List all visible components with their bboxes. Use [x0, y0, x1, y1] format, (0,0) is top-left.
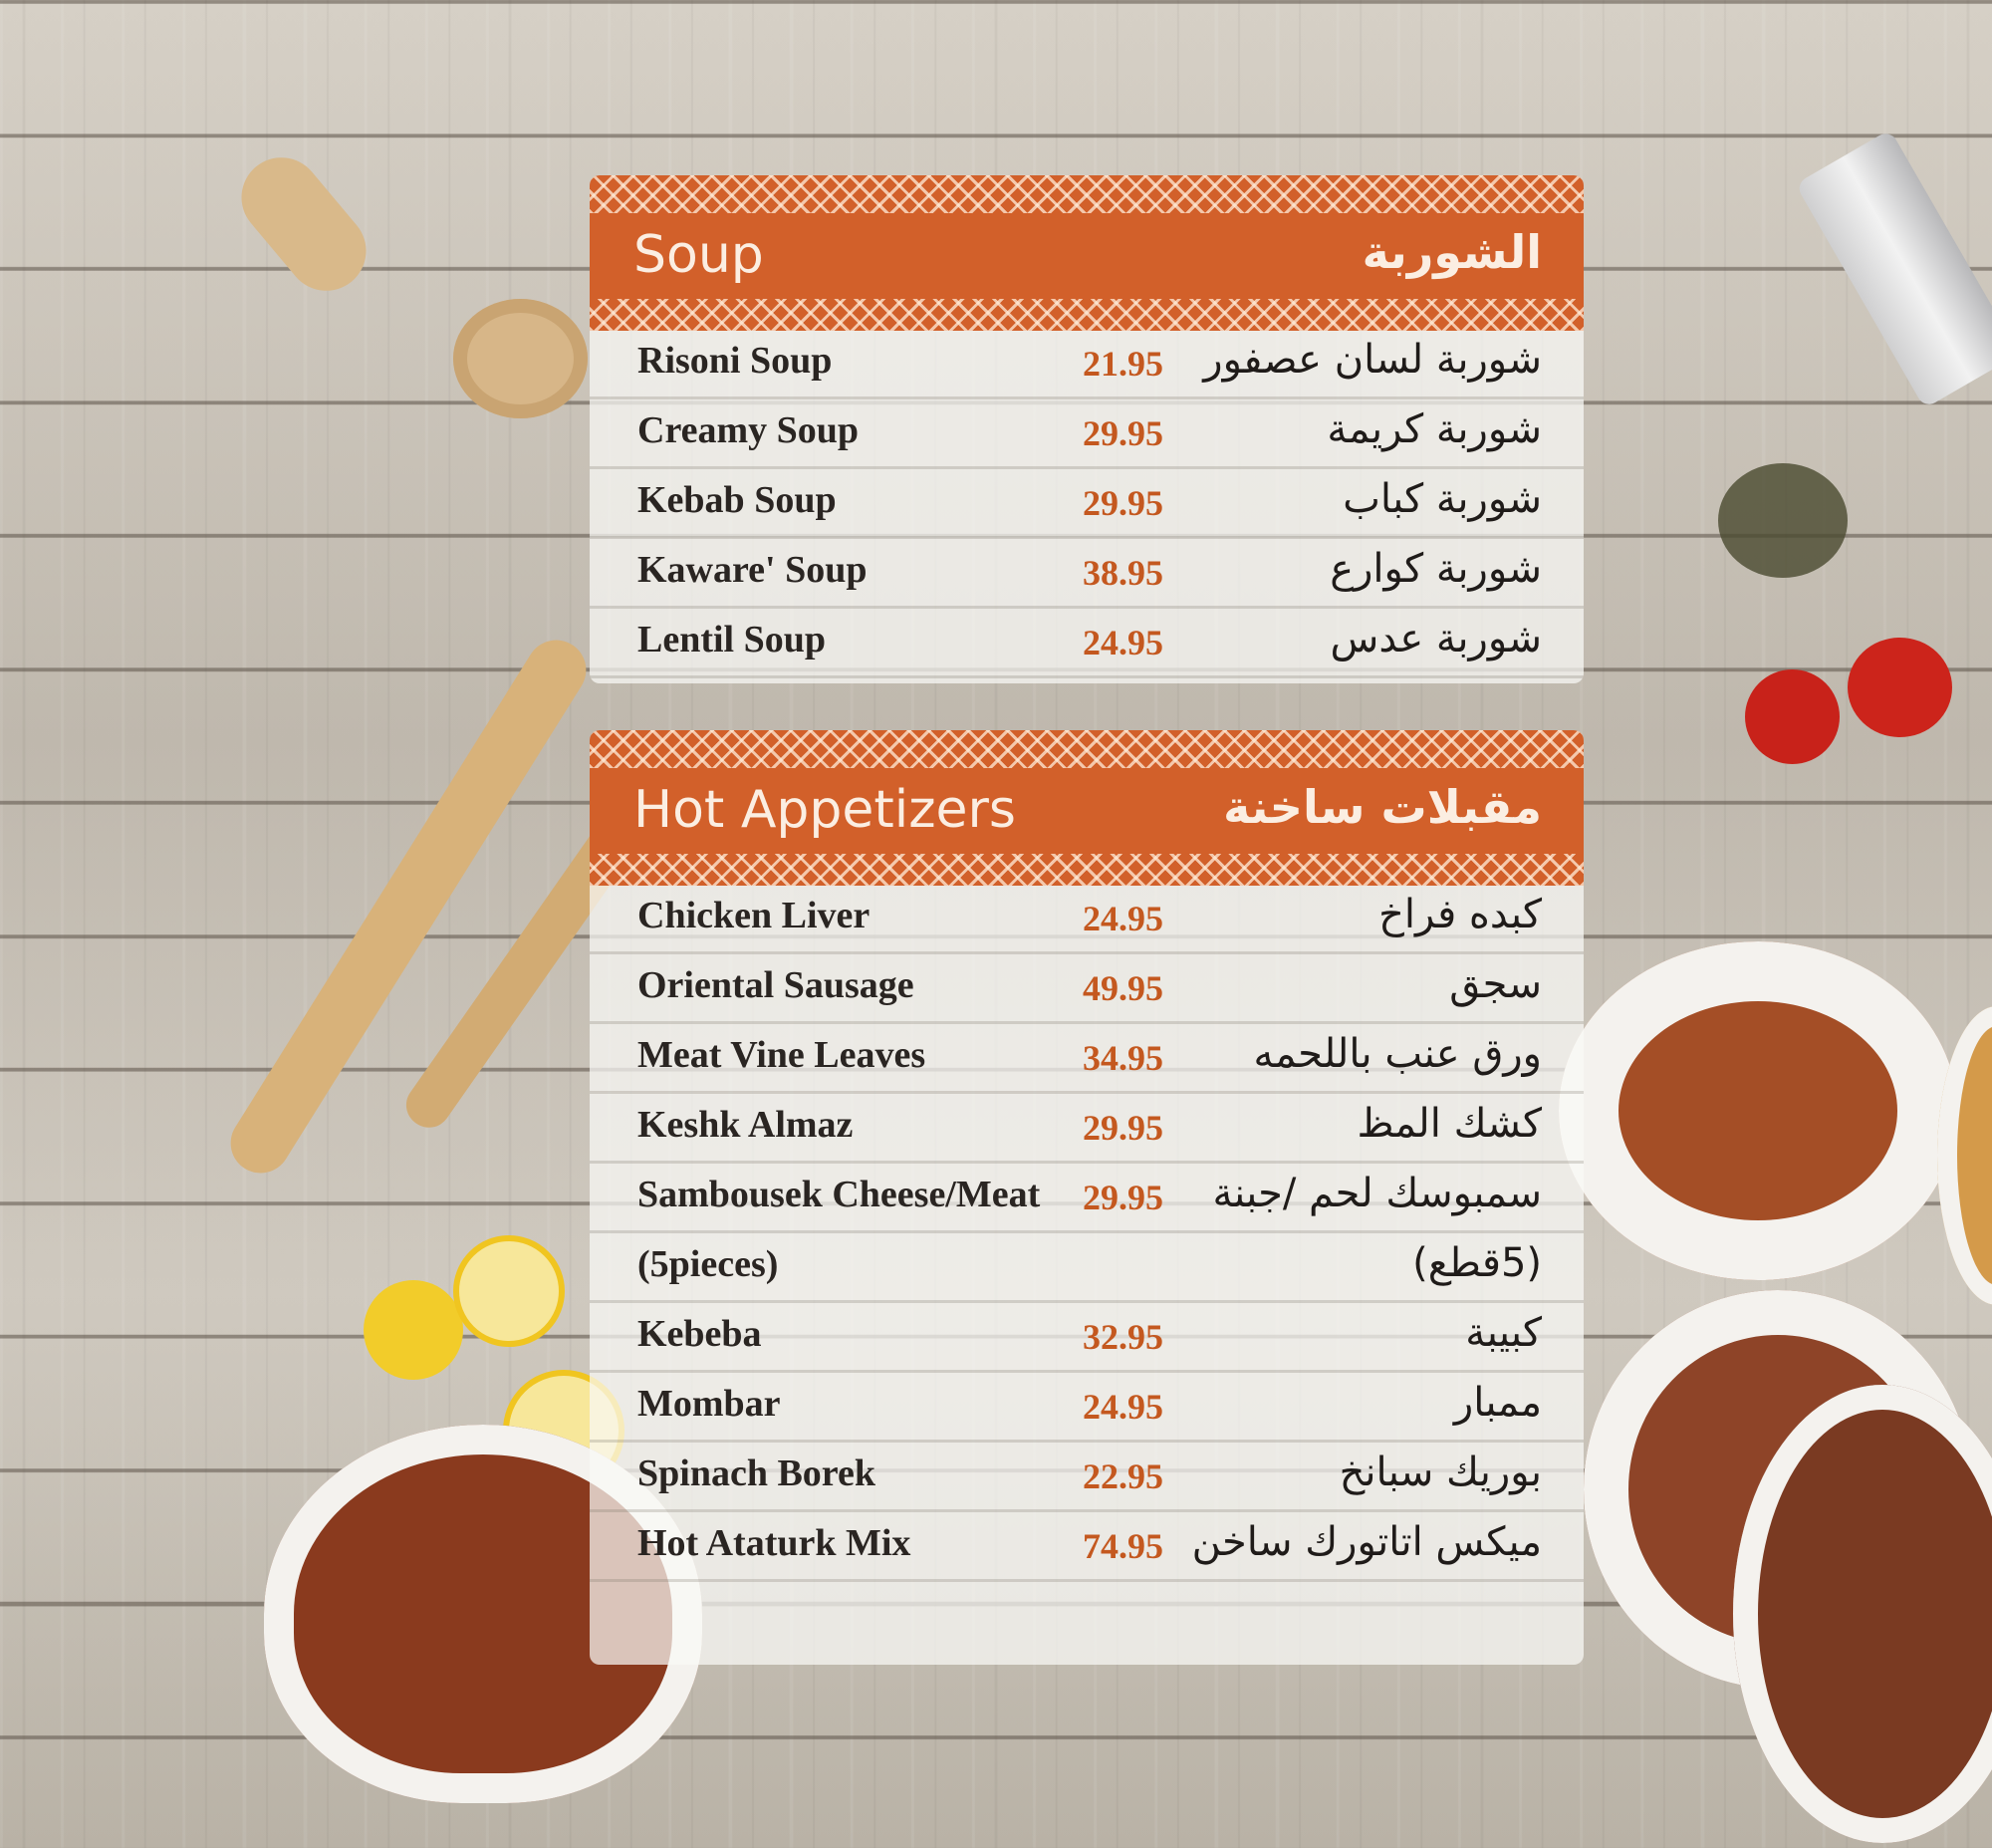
- menu-item: Sambousek Cheese/Meat 29.95 سمبوسك لحم /جب…: [590, 1161, 1584, 1233]
- item-name-ar: ممبار: [1453, 1380, 1542, 1426]
- menu-item: Kebeba 32.95 كبيبة: [590, 1300, 1584, 1373]
- item-price: 24.95: [1083, 899, 1163, 938]
- item-name-ar: (5قطع): [1412, 1240, 1542, 1286]
- section-title-ar: الشوربة: [1362, 225, 1542, 279]
- menu-item: Meat Vine Leaves 34.95 ورق عنب باللحمه: [590, 1021, 1584, 1094]
- item-name-ar: كبيبة: [1465, 1310, 1542, 1356]
- item-name-en: Mombar: [637, 1383, 781, 1425]
- ornament-border: [590, 175, 1584, 213]
- item-name-en: Spinach Borek: [637, 1452, 875, 1494]
- item-price: 21.95: [1083, 344, 1163, 384]
- item-name-ar: كبده فراخ: [1378, 892, 1542, 937]
- menu-item: Creamy Soup 29.95 شوربة كريمة: [590, 396, 1584, 469]
- lemon-slice-image: [453, 1235, 565, 1347]
- item-name-en: Kaware' Soup: [637, 549, 868, 591]
- item-name-ar: ورق عنب باللحمه: [1253, 1031, 1542, 1077]
- tomato-image: [1848, 638, 1952, 737]
- item-name-ar: شوربة كريمة: [1327, 406, 1542, 452]
- item-name-en: Hot Ataturk Mix: [637, 1522, 911, 1564]
- peppercorn-scoop-image: [453, 299, 588, 418]
- section-header: Hot Appetizers مقبلات ساخنة: [590, 768, 1584, 854]
- menu-item: Risoni Soup 21.95 شوربة لسان عصفور: [590, 327, 1584, 399]
- item-price: 34.95: [1083, 1038, 1163, 1078]
- item-name-ar: كشك المظ: [1357, 1101, 1542, 1147]
- item-price: 32.95: [1083, 1317, 1163, 1357]
- ornament-border: [590, 854, 1584, 886]
- stew-plate-image: [1733, 1385, 1992, 1843]
- section-title-en: Soup: [633, 225, 764, 285]
- menu-item: Kaware' Soup 38.95 شوربة كوارع: [590, 536, 1584, 609]
- item-name-en: Sambousek Cheese/Meat: [637, 1174, 1041, 1215]
- hot-appetizers-section: Hot Appetizers مقبلات ساخنة Chicken Live…: [590, 730, 1584, 1665]
- item-price: 24.95: [1083, 623, 1163, 662]
- item-name-ar: سمبوسك لحم /جبنة: [1212, 1171, 1542, 1216]
- item-name-en: Meat Vine Leaves: [637, 1034, 926, 1076]
- item-name-ar: شوربة لسان عصفور: [1203, 337, 1542, 383]
- sambousek-plate-image: [1937, 1006, 1992, 1305]
- item-price: 49.95: [1083, 968, 1163, 1008]
- item-name-en: Lentil Soup: [637, 619, 827, 660]
- ornament-border: [590, 299, 1584, 331]
- menu-item: Chicken Liver 24.95 كبده فراخ: [590, 882, 1584, 954]
- item-price: 29.95: [1083, 483, 1163, 523]
- item-price: 29.95: [1083, 1178, 1163, 1217]
- item-name-en: (5pieces): [637, 1243, 779, 1285]
- wooden-scoop-image: [225, 140, 382, 308]
- salt-shaker-image: [1795, 129, 1992, 409]
- item-price: 29.95: [1083, 1108, 1163, 1148]
- menu-item: Kebab Soup 29.95 شوربة كباب: [590, 466, 1584, 539]
- item-price: 24.95: [1083, 1387, 1163, 1427]
- item-name-en: Kebeba: [637, 1313, 762, 1355]
- menu-item: Spinach Borek 22.95 بوريك سبانخ: [590, 1440, 1584, 1512]
- section-header: Soup الشوربة: [590, 213, 1584, 299]
- item-name-ar: بوريك سبانخ: [1339, 1450, 1542, 1495]
- item-price: 74.95: [1083, 1526, 1163, 1566]
- item-name-ar: شوربة كباب: [1343, 476, 1542, 522]
- item-name-en: Keshk Almaz: [637, 1104, 854, 1146]
- kibbeh-plate-image: [1559, 941, 1957, 1280]
- item-name-en: Kebab Soup: [637, 479, 837, 521]
- item-name-ar: سجق: [1449, 961, 1542, 1007]
- section-title-en: Hot Appetizers: [633, 780, 1017, 840]
- lemon-image: [364, 1280, 463, 1380]
- dried-herbs-image: [1718, 463, 1848, 578]
- item-name-ar: شوربة عدس: [1330, 616, 1542, 661]
- menu-item: Oriental Sausage 49.95 سجق: [590, 951, 1584, 1024]
- item-name-en: Creamy Soup: [637, 409, 860, 451]
- item-price: 29.95: [1083, 413, 1163, 453]
- menu-item: Hot Ataturk Mix 74.95 ميكس اتاتورك ساخن: [590, 1509, 1584, 1582]
- item-name-ar: ميكس اتاتورك ساخن: [1191, 1519, 1542, 1565]
- menu-item: Lentil Soup 24.95 شوربة عدس: [590, 606, 1584, 678]
- item-name-en: Risoni Soup: [637, 340, 833, 382]
- ornament-border: [590, 730, 1584, 768]
- menu-item: Keshk Almaz 29.95 كشك المظ: [590, 1091, 1584, 1164]
- item-price: 38.95: [1083, 553, 1163, 593]
- tomato-image: [1745, 669, 1840, 764]
- soup-section: Soup الشوربة Risoni Soup 21.95 شوربة لسان …: [590, 175, 1584, 683]
- item-name-ar: شوربة كوارع: [1330, 546, 1542, 592]
- menu-item: (5pieces) (5قطع): [590, 1230, 1584, 1303]
- item-price: 22.95: [1083, 1456, 1163, 1496]
- item-name-en: Oriental Sausage: [637, 964, 914, 1006]
- item-name-en: Chicken Liver: [637, 895, 871, 936]
- menu-item: Mombar 24.95 ممبار: [590, 1370, 1584, 1443]
- section-title-ar: مقبلات ساخنة: [1223, 780, 1542, 834]
